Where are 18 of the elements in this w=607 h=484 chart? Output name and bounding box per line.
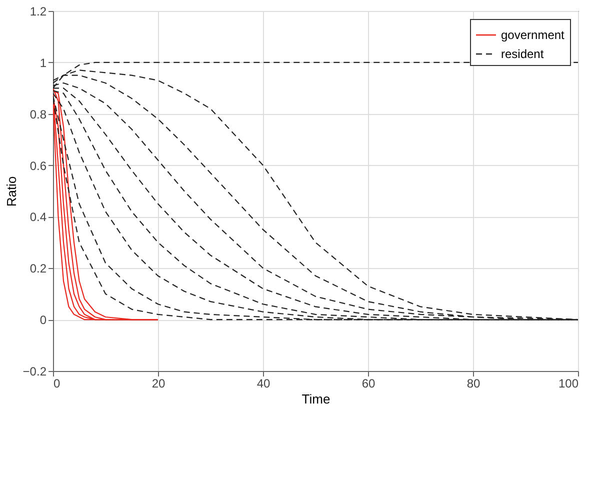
y-tick-label: 1.2 [30,4,47,18]
x-tick-label: 0 [54,376,60,390]
x-tick-label: 80 [466,376,480,390]
y-tick-label: 0 [40,313,47,328]
legend-label: resident [501,47,544,61]
x-tick-label: 20 [152,376,166,390]
x-tick-label: 100 [558,376,579,390]
x-tick-label: 60 [362,376,376,390]
y-tick-label: 0.4 [30,210,47,224]
x-tick-label: 40 [256,376,270,390]
legend-label: government [501,28,566,42]
y-tick-label: 1 [40,56,47,70]
x-axis-title: Time [302,392,330,406]
y-tick-label: 0.2 [30,262,47,276]
y-tick-label: 0.8 [30,107,47,122]
y-axis-title: Ratio [4,176,19,207]
y-tick-label: −0.2 [22,364,47,378]
y-tick-label: 0.6 [30,158,47,173]
